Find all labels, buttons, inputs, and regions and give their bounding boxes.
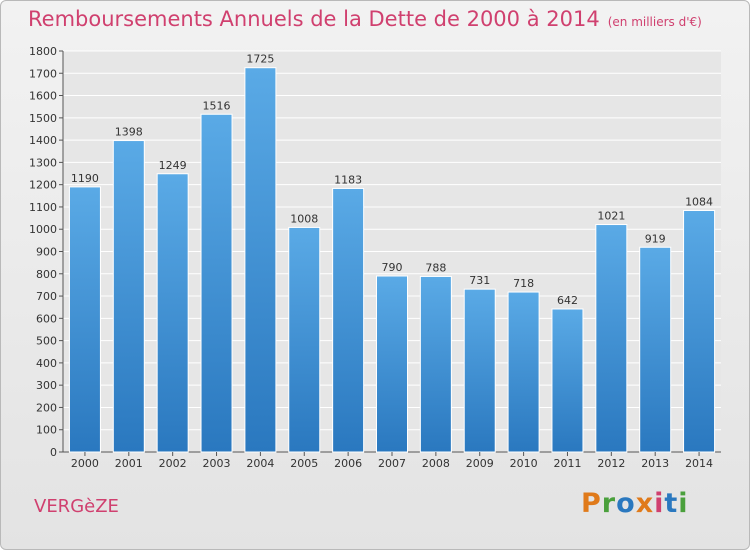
- y-tick-label: 600: [36, 312, 57, 325]
- bar: [112, 140, 145, 453]
- bar-value-label: 1249: [159, 159, 187, 172]
- bar-value-label: 642: [557, 294, 578, 307]
- bar: [683, 210, 716, 453]
- y-tick-label: 900: [36, 246, 57, 259]
- bar: [156, 173, 189, 453]
- bar: [200, 113, 233, 453]
- y-tick-label: 1500: [29, 112, 57, 125]
- bar-value-label: 1183: [334, 173, 362, 186]
- bar-value-label: 1190: [71, 172, 99, 185]
- chart-title-text: Remboursements Annuels de la Dette de 20…: [28, 7, 600, 31]
- bar: [288, 226, 321, 453]
- logo-letter: i: [654, 488, 665, 519]
- x-tick-label: 2013: [641, 457, 669, 470]
- logo-letter: o: [616, 488, 636, 519]
- bar-value-label: 1516: [203, 99, 231, 112]
- logo-letter: i: [678, 488, 689, 519]
- y-tick-label: 100: [36, 424, 57, 437]
- x-tick-label: 2002: [159, 457, 187, 470]
- bar-value-label: 1084: [685, 196, 713, 209]
- bar: [332, 187, 365, 453]
- y-tick-label: 1800: [29, 45, 57, 58]
- bar: [463, 288, 496, 453]
- bar: [507, 291, 540, 453]
- logo-letter: r: [601, 488, 617, 519]
- y-tick-label: 1700: [29, 67, 57, 80]
- x-tick-label: 2008: [422, 457, 450, 470]
- x-tick-label: 2010: [510, 457, 538, 470]
- y-tick-label: 800: [36, 268, 57, 281]
- bar: [551, 308, 584, 453]
- bar: [595, 224, 628, 453]
- x-tick-label: 2005: [290, 457, 318, 470]
- town-name: VERGèZE: [34, 496, 119, 517]
- y-tick-label: 200: [36, 401, 57, 414]
- x-tick-label: 2012: [597, 457, 625, 470]
- bar-value-label: 790: [382, 261, 403, 274]
- logo-letter: P: [581, 488, 602, 519]
- y-tick-label: 1400: [29, 134, 57, 147]
- bar: [376, 275, 408, 453]
- y-tick-label: 1100: [29, 201, 57, 214]
- x-tick-label: 2006: [334, 457, 362, 470]
- y-tick-label: 1000: [29, 223, 57, 236]
- y-tick-label: 700: [36, 290, 57, 303]
- x-tick-label: 2003: [203, 457, 231, 470]
- x-tick-label: 2011: [553, 457, 581, 470]
- y-tick-label: 0: [50, 446, 57, 459]
- y-tick-label: 1200: [29, 179, 57, 192]
- bar-value-label: 1008: [290, 212, 318, 225]
- x-tick-label: 2000: [71, 457, 99, 470]
- y-tick-label: 1300: [29, 156, 57, 169]
- x-tick-label: 2009: [466, 457, 494, 470]
- x-tick-label: 2007: [378, 457, 406, 470]
- x-tick-label: 2004: [246, 457, 274, 470]
- bar-value-label: 718: [513, 277, 534, 290]
- chart-title: Remboursements Annuels de la Dette de 20…: [28, 7, 702, 31]
- bar-value-label: 731: [469, 274, 490, 287]
- bar: [68, 186, 101, 453]
- logo-letter: x: [635, 488, 655, 519]
- bar: [244, 67, 277, 453]
- y-tick-label: 1600: [29, 90, 57, 103]
- bar-value-label: 788: [425, 261, 446, 274]
- y-tick-label: 500: [36, 335, 57, 348]
- bar: [639, 246, 672, 453]
- bar: [419, 275, 452, 453]
- bar-value-label: 1398: [115, 126, 143, 139]
- x-tick-label: 2014: [685, 457, 713, 470]
- y-tick-label: 400: [36, 357, 57, 370]
- bar-value-label: 1725: [246, 53, 274, 66]
- chart-subtitle: (en milliers d'€): [607, 15, 702, 29]
- x-tick-label: 2001: [115, 457, 143, 470]
- logo-letter: t: [664, 488, 679, 519]
- bar-value-label: 1021: [597, 210, 625, 223]
- bar-value-label: 919: [645, 232, 666, 245]
- proxiti-logo: Proxiti: [581, 488, 689, 519]
- y-tick-label: 300: [36, 379, 57, 392]
